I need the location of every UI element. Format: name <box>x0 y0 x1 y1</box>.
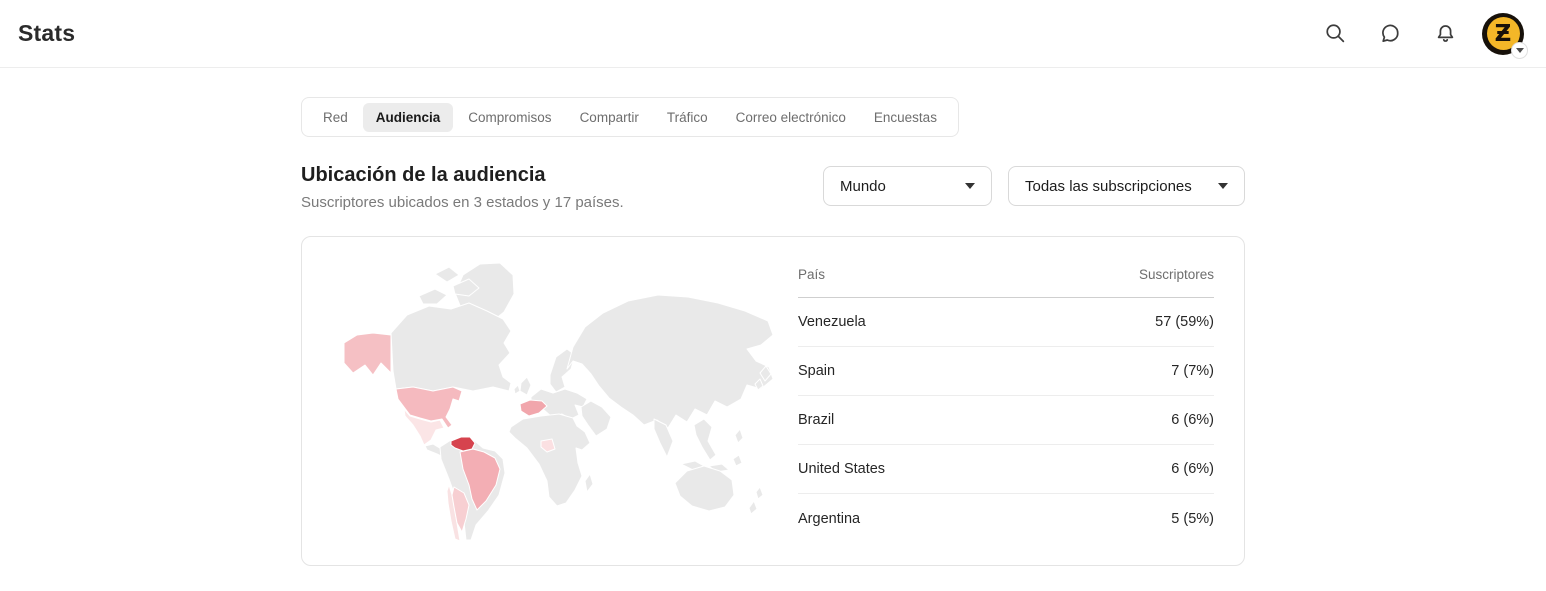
table-row: Venezuela 57 (59%) <box>798 298 1214 347</box>
tab-correo-electronico[interactable]: Correo electrónico <box>723 103 859 132</box>
map-canada <box>390 302 512 392</box>
map-madagascar <box>584 473 594 493</box>
tab-encuestas[interactable]: Encuestas <box>861 103 950 132</box>
map-indonesia <box>732 454 743 467</box>
map-arctic-islands <box>418 288 448 305</box>
subscriber-count: 6 (6%) <box>1171 461 1214 477</box>
map-scandinavia <box>549 348 576 393</box>
map-country-alaska <box>343 332 392 376</box>
page-title: Stats <box>18 20 76 46</box>
map-country-united-states <box>395 386 463 429</box>
world-map <box>302 237 796 565</box>
table-row: Argentina 5 (5%) <box>798 494 1214 543</box>
map-new-zealand <box>748 500 758 515</box>
region-dropdown-value: Mundo <box>840 177 886 195</box>
map-middle-east <box>580 400 612 437</box>
map-country-nigeria <box>540 438 556 453</box>
subscriber-count: 7 (7%) <box>1171 363 1214 379</box>
table-row: United States 6 (6%) <box>798 445 1214 494</box>
stats-tabbar: Red Audiencia Compromisos Compartir Tráf… <box>301 97 959 137</box>
avatar[interactable]: Ƶ <box>1482 12 1528 59</box>
bell-icon[interactable] <box>1433 22 1457 46</box>
audience-location-card: País Suscriptores Venezuela 57 (59%) Spa… <box>301 236 1245 566</box>
caret-down-icon <box>1218 183 1228 189</box>
col-header-subscribers: Suscriptores <box>1138 267 1214 282</box>
subscriptions-dropdown-value: Todas las subscripciones <box>1025 177 1192 195</box>
col-header-country: País <box>798 267 826 282</box>
map-philippines <box>734 428 744 444</box>
table-header-row: País Suscriptores <box>798 241 1214 298</box>
table-row: Spain 7 (7%) <box>798 347 1214 396</box>
section-title: Ubicación de la audiencia <box>301 164 546 186</box>
header-actions: Ƶ <box>1323 12 1528 59</box>
map-japan <box>759 365 772 382</box>
tab-compromisos[interactable]: Compromisos <box>455 103 564 132</box>
country-name: Argentina <box>798 510 861 527</box>
section-subtitle: Suscriptores ubicados en 3 estados y 17 … <box>301 194 624 211</box>
section-titles: Ubicación de la audiencia Suscriptores u… <box>301 164 624 211</box>
region-dropdown[interactable]: Mundo <box>823 166 992 206</box>
subscriber-count: 6 (6%) <box>1171 412 1214 428</box>
filters: Mundo Todas las subscripciones <box>823 166 1245 206</box>
map-australia <box>674 465 735 512</box>
avatar-menu-badge[interactable] <box>1511 41 1528 59</box>
map-country-mexico <box>403 408 445 446</box>
map-new-zealand <box>755 486 764 500</box>
avatar-logo-glyph: Ƶ <box>1486 17 1520 50</box>
map-uk <box>519 376 532 396</box>
map-japan <box>754 378 764 391</box>
map-india <box>653 418 674 458</box>
country-name: Brazil <box>798 412 835 428</box>
map-asia <box>566 294 774 429</box>
map-africa <box>508 413 591 507</box>
subscriptions-dropdown[interactable]: Todas las subscripciones <box>1008 166 1245 206</box>
stats-content: Red Audiencia Compromisos Compartir Tráf… <box>301 68 1245 566</box>
section-head: Ubicación de la audiencia Suscriptores u… <box>301 164 1245 211</box>
map-country-argentina <box>451 486 470 533</box>
tab-trafico[interactable]: Tráfico <box>654 103 721 132</box>
map-country-venezuela <box>450 436 476 452</box>
chat-icon[interactable] <box>1378 22 1402 46</box>
map-country-spain <box>519 399 548 417</box>
tab-audiencia[interactable]: Audiencia <box>362 102 454 132</box>
map-se-asia <box>693 418 717 461</box>
chevron-down-icon <box>1515 47 1524 53</box>
subscriber-count: 5 (5%) <box>1171 510 1214 527</box>
country-name: United States <box>798 461 886 477</box>
map-country-brazil <box>459 448 501 511</box>
tab-red[interactable]: Red <box>310 103 361 132</box>
caret-down-icon <box>965 183 975 189</box>
country-name: Spain <box>798 363 836 379</box>
choropleth-map-svg <box>343 262 774 542</box>
tab-compartir[interactable]: Compartir <box>567 103 652 132</box>
search-icon[interactable] <box>1323 22 1347 46</box>
table-row: Brazil 6 (6%) <box>798 396 1214 445</box>
country-name: Venezuela <box>798 314 866 330</box>
map-arctic-islands <box>434 266 460 283</box>
country-table: País Suscriptores Venezuela 57 (59%) Spa… <box>796 237 1244 565</box>
map-ireland <box>513 384 521 395</box>
map-arctic-islands <box>452 278 480 297</box>
subscriber-count: 57 (59%) <box>1155 314 1214 330</box>
top-header: Stats Ƶ <box>0 0 1546 68</box>
